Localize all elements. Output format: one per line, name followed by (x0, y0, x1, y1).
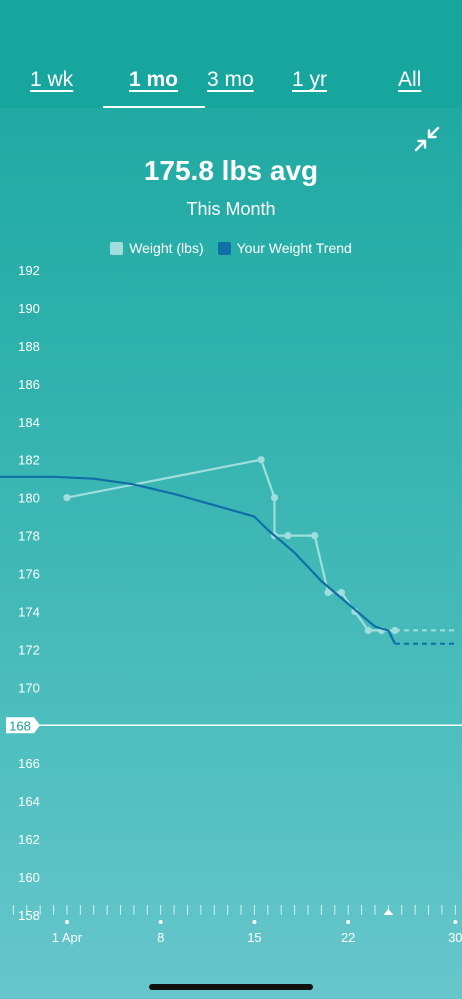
legend-label-weight: Weight (lbs) (129, 240, 204, 256)
legend-item-weight: Weight (lbs) (110, 240, 204, 256)
weight-point (337, 588, 346, 597)
y-tick-label: 186 (18, 377, 40, 392)
weight-point (270, 494, 279, 502)
chart-legend: Weight (lbs) Your Weight Trend (0, 240, 462, 256)
legend-item-trend: Your Weight Trend (217, 240, 352, 256)
y-tick-label: 166 (18, 756, 40, 771)
y-tick-label: 178 (18, 529, 40, 544)
tab-1-month[interactable]: 1 mo (129, 68, 179, 91)
period-tab-bar (0, 0, 462, 108)
y-tick-label: 164 (18, 794, 40, 809)
x-major-tick-dot (64, 920, 69, 924)
y-tick-label: 158 (18, 908, 40, 923)
y-tick-label: 176 (18, 567, 40, 582)
tab-1-year[interactable]: 1 yr (292, 68, 328, 91)
goal-badge (6, 717, 40, 734)
y-tick-label: 180 (18, 491, 40, 506)
weight-point (364, 626, 372, 635)
weight-point (311, 531, 319, 540)
y-tick-label: 174 (18, 604, 40, 619)
weight-point (257, 456, 265, 464)
y-tick-label: 172 (18, 642, 40, 657)
x-major-tick-dot (453, 920, 458, 924)
legend-swatch-weight (110, 241, 124, 255)
x-major-tick-dot (158, 920, 163, 924)
weight-point (63, 494, 71, 502)
y-tick-label: 190 (18, 301, 40, 316)
tab-all[interactable]: All (398, 68, 422, 91)
y-tick-label: 160 (18, 870, 40, 885)
x-major-tick-dot (252, 920, 257, 924)
x-tick-label: 22 (341, 930, 355, 945)
x-tick-label: 30 (448, 930, 462, 945)
y-tick-label: 182 (18, 453, 40, 468)
weight-point (284, 531, 292, 540)
collapse-arrows-icon[interactable] (414, 126, 440, 152)
today-marker (383, 909, 394, 915)
weight-line (66, 458, 395, 632)
y-tick-label: 188 (18, 339, 40, 354)
legend-swatch-trend (217, 241, 231, 255)
y-tick-label: 170 (18, 680, 40, 695)
legend-label-trend: Your Weight Trend (236, 240, 352, 256)
active-tab-indicator (103, 106, 205, 108)
y-tick-label: 184 (18, 415, 40, 430)
y-tick-label: 162 (18, 832, 40, 847)
tab-3-months[interactable]: 3 mo (207, 68, 254, 91)
x-tick-label: 8 (157, 930, 164, 945)
x-major-tick-dot (346, 920, 351, 924)
trend-line (0, 475, 396, 645)
period-label: This Month (186, 199, 276, 219)
y-tick-label: 192 (18, 263, 40, 278)
weight-point (391, 626, 399, 635)
average-weight-headline: 175.8 lbs avg (143, 155, 319, 186)
home-indicator (149, 984, 313, 990)
weight-point (324, 588, 332, 597)
x-tick-label: 15 (247, 930, 261, 945)
x-tick-label: 1 Apr (52, 930, 83, 945)
goal-badge-label: 168 (9, 718, 31, 733)
tab-1-week[interactable]: 1 wk (30, 68, 74, 91)
